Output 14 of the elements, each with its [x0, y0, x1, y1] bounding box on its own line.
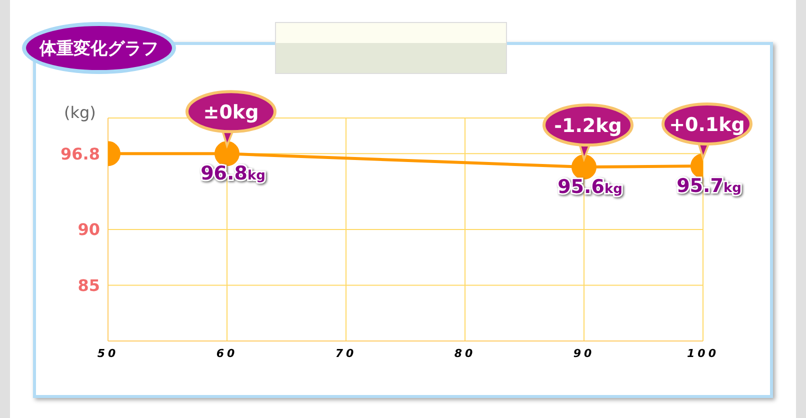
annotation: -1.2kg — [554, 115, 622, 138]
y-tick-label: 90 — [78, 220, 100, 240]
x-tick-label: 100 — [687, 346, 719, 360]
x-tick-label: 90 — [573, 346, 595, 360]
y-axis-title: (kg) — [64, 103, 96, 122]
chart-title: 体重変化グラフ — [22, 22, 176, 74]
x-tick-label: 60 — [216, 346, 238, 360]
annotation: +0.1kg — [669, 114, 745, 136]
annotation: ±0kg — [203, 102, 259, 124]
y-tick-label: 96.8 — [60, 144, 100, 164]
x-tick-label: 70 — [335, 346, 357, 360]
x-tick-label: 50 — [97, 346, 119, 360]
y-tick-label: 85 — [78, 276, 100, 295]
x-tick-label: 80 — [454, 346, 476, 360]
